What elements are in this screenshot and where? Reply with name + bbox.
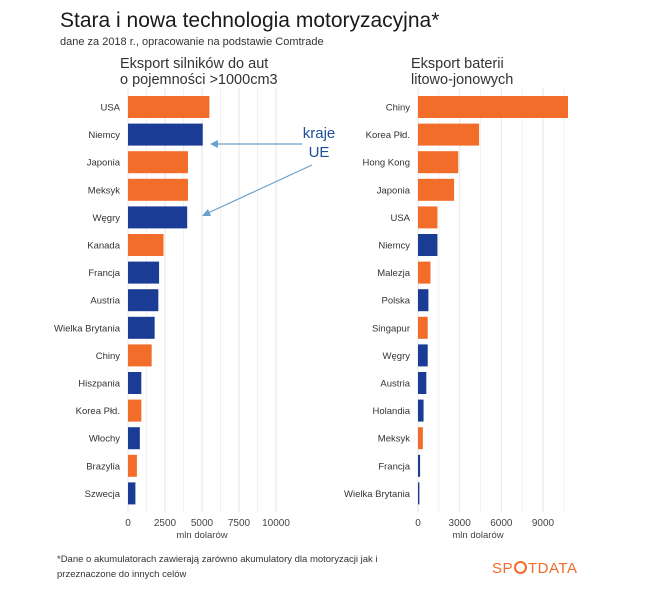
batteries-x-axis-label: mln dolarów (452, 530, 503, 541)
engines-bar (128, 178, 188, 201)
eu-arrow-wegry (207, 164, 313, 214)
engines-category-label: Meksyk (88, 185, 120, 196)
batteries-category-label: USA (390, 213, 410, 224)
batteries-chart-title-line2: litowo-jonowych (411, 72, 514, 88)
engines-bar (128, 234, 164, 256)
engines-category-label: Kanada (87, 241, 120, 252)
batteries-bar (418, 482, 420, 505)
batteries-tick-label: 3000 (449, 518, 472, 529)
engines-category-label: Niemcy (88, 130, 120, 141)
logo-ring-icon (514, 561, 528, 574)
spotdata-logo: SP TDATA (492, 560, 577, 577)
engines-export-chart: USA Niemcy Japonia Meksyk Węgry Kanada Francja… (54, 88, 290, 541)
batteries-chart-title: Eksport baterii litowo-jonowych (411, 56, 513, 88)
batteries-category-label: Niemcy (378, 241, 410, 252)
engines-category-label: Włochy (89, 434, 120, 445)
engines-bar (128, 399, 142, 422)
engines-bar (128, 206, 188, 229)
engines-tick-label: 7500 (228, 518, 251, 529)
batteries-bar (418, 123, 480, 146)
engines-bar (128, 151, 188, 174)
batteries-bar (418, 372, 427, 394)
batteries-bar (418, 151, 459, 174)
engines-bar (128, 261, 160, 284)
page-title: Stara i nowa technologia motoryzacyjna* (60, 9, 440, 32)
batteries-bar (418, 399, 424, 422)
batteries-bar (418, 178, 455, 201)
engines-category-label: Chiny (96, 351, 121, 362)
batteries-category-label: Węgry (383, 351, 411, 362)
batteries-chart-title-line1: Eksport baterii (411, 56, 504, 72)
engines-category-label: USA (100, 103, 120, 114)
engines-bar (128, 427, 140, 450)
batteries-tick-label: 6000 (490, 518, 513, 529)
engines-bar (128, 482, 136, 505)
engines-bar (128, 372, 142, 394)
batteries-category-label: Holandia (373, 406, 411, 417)
eu-arrowhead-wegry (202, 209, 211, 216)
footnote-line1: *Dane o akumulatorach zawierają zarówno … (57, 554, 378, 565)
batteries-tick-label: 9000 (532, 518, 555, 529)
logo-text-start: SP (492, 560, 514, 577)
engines-category-label: Brazylia (86, 461, 121, 472)
engines-bar (128, 96, 210, 118)
eu-arrowhead-niemcy (210, 140, 218, 148)
engines-bar (128, 289, 159, 312)
engines-category-label: Hiszpania (78, 379, 120, 390)
engines-bar (128, 344, 152, 367)
batteries-bar (418, 234, 438, 256)
batteries-category-label: Japonia (377, 185, 411, 196)
engines-category-label: Węgry (93, 213, 121, 224)
footnote-line2: przeznaczone do innych celów (57, 569, 187, 580)
engines-chart-title-line2: o pojemności >1000cm3 (120, 72, 278, 88)
engines-category-label: Korea Płd. (76, 406, 120, 417)
engines-bar (128, 316, 155, 339)
engines-category-label: Francja (88, 268, 120, 279)
batteries-bar (418, 96, 568, 118)
eu-annotation-line2: UE (309, 144, 330, 161)
engines-category-label: Szwecja (85, 489, 121, 500)
batteries-category-label: Wielka Brytania (344, 489, 411, 500)
engines-bar (128, 123, 203, 146)
page-subtitle: dane za 2018 r., opracowanie na podstawi… (60, 36, 324, 48)
engines-bar (128, 454, 137, 477)
batteries-bar (418, 289, 429, 312)
batteries-category-label: Malezja (377, 268, 410, 279)
batteries-bar (418, 206, 438, 229)
engines-tick-label: 0 (125, 518, 131, 529)
engines-chart-title: Eksport silników do aut o pojemności >10… (120, 56, 278, 88)
engines-category-label: Austria (90, 296, 120, 307)
engines-category-label: Wielka Brytania (54, 323, 121, 334)
batteries-bar (418, 316, 428, 339)
batteries-bar (418, 427, 423, 450)
engines-tick-label: 10000 (262, 518, 290, 529)
batteries-category-label: Meksyk (378, 434, 410, 445)
batteries-category-label: Polska (381, 296, 410, 307)
engines-chart-title-line1: Eksport silników do aut (120, 56, 269, 72)
batteries-category-label: Hong Kong (362, 158, 410, 169)
eu-annotation: kraje UE (202, 125, 335, 216)
eu-annotation-line1: kraje (303, 125, 336, 142)
batteries-tick-label: 0 (415, 518, 421, 529)
batteries-category-label: Austria (380, 379, 410, 390)
batteries-export-chart: Chiny Korea Płd. Hong Kong Japonia USA Niemcy… (344, 88, 568, 541)
footnote: *Dane o akumulatorach zawierają zarówno … (57, 552, 417, 582)
batteries-category-label: Chiny (386, 103, 411, 114)
batteries-category-label: Korea Płd. (366, 130, 410, 141)
engines-tick-label: 2500 (154, 518, 177, 529)
batteries-bar (418, 454, 421, 477)
batteries-bar (418, 261, 431, 284)
batteries-category-label: Francja (378, 461, 410, 472)
batteries-bar (418, 344, 428, 367)
engines-category-label: Japonia (87, 158, 121, 169)
engines-tick-label: 5000 (191, 518, 214, 529)
logo-text-end: TDATA (528, 560, 578, 577)
batteries-category-label: Singapur (372, 323, 410, 334)
engines-x-axis-label: mln dolarów (176, 530, 227, 541)
